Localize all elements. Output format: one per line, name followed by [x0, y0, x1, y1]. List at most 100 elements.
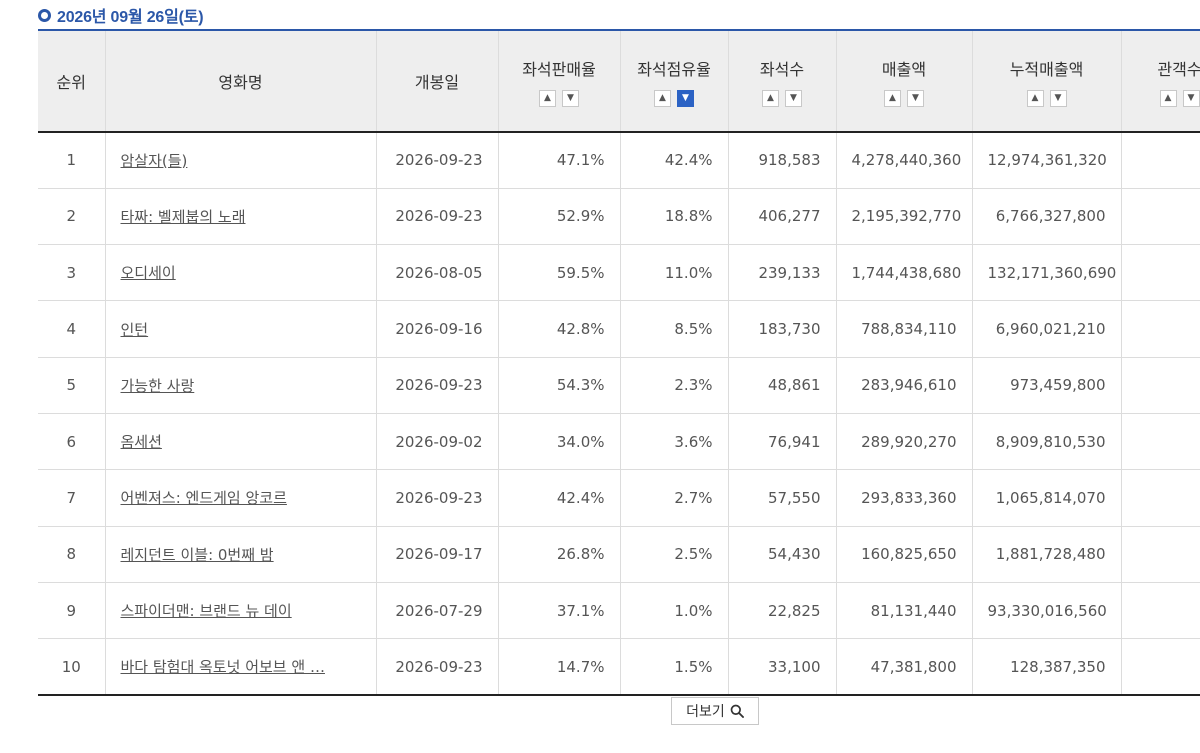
column-header-label: 좌석판매율: [522, 59, 596, 79]
cell-release-date: 2026-09-23: [376, 132, 499, 189]
cell-seat-count: 406,277: [728, 188, 837, 246]
cell-cumulative-revenue: 1,065,814,070: [972, 469, 1122, 527]
cell-rank: 7: [38, 469, 106, 527]
sort-controls: ▲ ▼: [837, 89, 972, 107]
column-header-title: 영화명: [105, 29, 377, 133]
sort-ascending-button[interactable]: ▲: [1026, 89, 1044, 107]
sort-descending-button[interactable]: ▼: [907, 89, 924, 107]
box-office-table-container: 순위 영화명 개봉일 좌석판매율 ▲ ▼ 좌석점유율 ▲ ▼ 좌석수 ▲ ▼ 매출액 ▲ ▼ 누적매출액 ▲ ▼ 관…: [38, 29, 1200, 696]
column-header-audience-count: 관객수 ▲ ▼: [1121, 29, 1200, 133]
movie-title-link[interactable]: 인턴: [120, 320, 149, 339]
cell-cumulative-revenue: 128,387,350: [972, 638, 1122, 696]
sort-controls: ▲ ▼: [729, 89, 836, 107]
cell-rank: 5: [38, 357, 106, 414]
cell-revenue: 283,946,610: [836, 357, 973, 414]
column-header-seat-sales-rate: 좌석판매율 ▲ ▼: [498, 29, 621, 133]
cell-title: 옴세션: [105, 413, 377, 471]
sort-descending-button[interactable]: ▼: [785, 89, 802, 107]
cell-cumulative-revenue: 132,171,360,690: [972, 244, 1122, 302]
cell-audience-count: 2: [1121, 469, 1200, 527]
sort-ascending-button[interactable]: ▲: [539, 89, 556, 107]
sort-controls: ▲ ▼: [621, 89, 728, 107]
cell-cumulative-revenue: 6,766,327,800: [972, 188, 1122, 246]
cell-rank: 3: [38, 244, 106, 302]
cell-audience-count: 1: [1121, 526, 1200, 583]
cell-rank: 1: [38, 132, 106, 189]
cell-title: 타짜: 벨제붑의 노래: [105, 188, 377, 246]
sort-controls: ▲ ▼: [499, 89, 620, 107]
movie-title-link[interactable]: 오디세이: [120, 264, 176, 283]
cell-revenue: 2,195,392,770: [836, 188, 973, 246]
movie-title-link[interactable]: 암살자(들): [120, 151, 188, 170]
cell-audience-count: 14: [1121, 244, 1200, 302]
cell-seat-sales-rate: 52.9%: [498, 188, 621, 246]
movie-title-link[interactable]: 옴세션: [120, 433, 162, 452]
cell-release-date: 2026-09-02: [376, 413, 499, 471]
sort-ascending-button[interactable]: ▲: [1159, 89, 1177, 107]
movie-title-link[interactable]: 스파이더맨: 브랜드 뉴 데이: [120, 602, 292, 621]
cell-seat-share-rate: 2.3%: [620, 357, 729, 414]
column-header-label: 개봉일: [414, 73, 460, 92]
movie-title-link[interactable]: 가능한 사랑: [120, 376, 195, 395]
table-header-row: 순위 영화명 개봉일 좌석판매율 ▲ ▼ 좌석점유율 ▲ ▼ 좌석수 ▲ ▼ 매출액 ▲ ▼ 누적매출액 ▲ ▼ 관…: [38, 29, 1200, 133]
cell-cumulative-revenue: 93,330,016,560: [972, 582, 1122, 640]
sort-descending-button[interactable]: ▼: [1049, 89, 1067, 107]
movie-title-link[interactable]: 바다 탐험대 옥토넛 어보브 앤 …: [120, 658, 325, 677]
cell-revenue: 4,278,440,360: [836, 132, 973, 189]
sort-descending-button[interactable]: ▼: [677, 89, 694, 107]
cell-title: 가능한 사랑: [105, 357, 377, 414]
cell-seat-sales-rate: 42.4%: [498, 469, 621, 527]
cell-seat-sales-rate: 34.0%: [498, 413, 621, 471]
column-header-cumulative-revenue: 누적매출액 ▲ ▼: [972, 29, 1122, 133]
cell-cumulative-revenue: 1,881,728,480: [972, 526, 1122, 583]
cell-seat-count: 76,941: [728, 413, 837, 471]
cell-rank: 6: [38, 413, 106, 471]
cell-seat-count: 33,100: [728, 638, 837, 696]
movie-title-link[interactable]: 어벤져스: 엔드게임 앙코르: [120, 489, 287, 508]
column-header-label: 좌석점유율: [637, 59, 711, 79]
column-header-rank: 순위: [38, 29, 106, 133]
column-header-seat-count: 좌석수 ▲ ▼: [728, 29, 837, 133]
date-title: 2026년 09월 26일(토): [57, 9, 204, 26]
cell-audience-count: [1121, 582, 1200, 640]
table-row: 3 오디세이 2026-08-05 59.5% 11.0% 239,133 1,744,43…: [38, 244, 1200, 302]
cell-seat-count: 48,861: [728, 357, 837, 414]
cell-title: 스파이더맨: 브랜드 뉴 데이: [105, 582, 377, 640]
cell-seat-sales-rate: 37.1%: [498, 582, 621, 640]
sort-ascending-button[interactable]: ▲: [884, 89, 901, 107]
cell-release-date: 2026-09-17: [376, 526, 499, 583]
movie-title-link[interactable]: 레지던트 이블: 0번째 밤: [120, 545, 274, 564]
cell-seat-sales-rate: 54.3%: [498, 357, 621, 414]
table-row: 1 암살자(들) 2026-09-23 47.1% 42.4% 918,583 4,278,…: [38, 132, 1200, 189]
sort-ascending-button[interactable]: ▲: [762, 89, 779, 107]
cell-seat-share-rate: 42.4%: [620, 132, 729, 189]
table-row: 4 인턴 2026-09-16 42.8% 8.5% 183,730 788,834,110…: [38, 300, 1200, 358]
cell-revenue: 289,920,270: [836, 413, 973, 471]
cell-title: 암살자(들): [105, 132, 377, 189]
column-header-label: 누적매출액: [1009, 59, 1084, 79]
movie-title-link[interactable]: 타짜: 벨제붑의 노래: [120, 207, 246, 226]
sort-controls: ▲ ▼: [1122, 89, 1200, 107]
cell-cumulative-revenue: 973,459,800: [972, 357, 1122, 414]
cell-cumulative-revenue: 6,960,021,210: [972, 300, 1122, 358]
cell-cumulative-revenue: 12,974,361,320: [972, 132, 1122, 189]
cell-cumulative-revenue: 8,909,810,530: [972, 413, 1122, 471]
column-header-revenue: 매출액 ▲ ▼: [836, 29, 973, 133]
cell-audience-count: 7: [1121, 300, 1200, 358]
cell-seat-count: 239,133: [728, 244, 837, 302]
cell-seat-share-rate: 3.6%: [620, 413, 729, 471]
table-body: 1 암살자(들) 2026-09-23 47.1% 42.4% 918,583 4,278,…: [38, 132, 1200, 696]
table-row: 2 타짜: 벨제붑의 노래 2026-09-23 52.9% 18.8% 406,277 2…: [38, 188, 1200, 246]
cell-seat-share-rate: 18.8%: [620, 188, 729, 246]
sort-descending-button[interactable]: ▼: [562, 89, 579, 107]
sort-descending-button[interactable]: ▼: [1182, 89, 1200, 107]
more-button[interactable]: 더보기: [671, 697, 759, 725]
table-row: 5 가능한 사랑 2026-09-23 54.3% 2.3% 48,861 283,946,…: [38, 357, 1200, 414]
column-header-label: 순위: [56, 73, 86, 92]
column-header-label: 좌석수: [759, 59, 805, 79]
column-header-seat-share-rate: 좌석점유율 ▲ ▼: [620, 29, 729, 133]
cell-rank: 4: [38, 300, 106, 358]
table-row: 10 바다 탐험대 옥토넛 어보브 앤 … 2026-09-23 14.7% 1.5% 3…: [38, 638, 1200, 696]
sort-ascending-button[interactable]: ▲: [654, 89, 671, 107]
cell-title: 레지던트 이블: 0번째 밤: [105, 526, 377, 583]
